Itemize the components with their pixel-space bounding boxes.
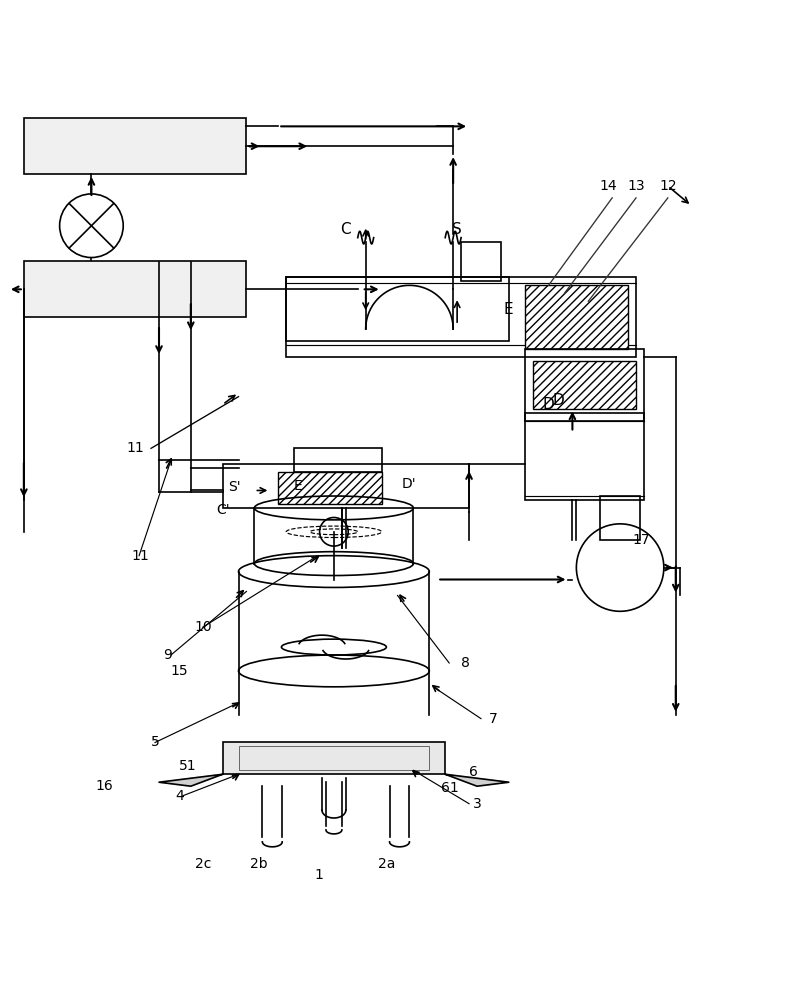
Text: 5: 5 <box>151 735 160 749</box>
Text: 13: 13 <box>627 179 645 193</box>
Text: 1: 1 <box>314 868 323 882</box>
Text: 10: 10 <box>195 620 212 634</box>
Text: C: C <box>340 222 351 237</box>
Text: S': S' <box>228 480 241 494</box>
Text: S: S <box>452 222 462 237</box>
Bar <box>223 464 469 508</box>
Bar <box>525 349 644 420</box>
Bar <box>294 448 382 472</box>
Text: 8: 8 <box>461 656 470 670</box>
Text: 11: 11 <box>131 549 149 563</box>
Text: D: D <box>553 393 564 408</box>
Bar <box>238 746 429 770</box>
Bar <box>286 277 636 357</box>
Text: 12: 12 <box>659 179 677 193</box>
Text: E: E <box>293 479 303 493</box>
Bar <box>525 413 644 500</box>
Text: C': C' <box>215 503 230 517</box>
Bar <box>286 277 509 341</box>
Text: 3: 3 <box>473 797 482 811</box>
Text: 51: 51 <box>179 759 196 773</box>
Text: E: E <box>504 302 514 317</box>
Text: 15: 15 <box>171 664 188 678</box>
Text: D: D <box>543 397 554 412</box>
Bar <box>533 361 636 409</box>
Text: 9: 9 <box>163 648 172 662</box>
Text: 6: 6 <box>469 765 478 779</box>
Text: 61: 61 <box>441 781 459 795</box>
Bar <box>223 742 445 774</box>
Text: 11: 11 <box>126 441 144 455</box>
Text: 4: 4 <box>175 789 184 803</box>
Text: 14: 14 <box>599 179 617 193</box>
Text: 2a: 2a <box>378 857 395 871</box>
Bar <box>600 496 640 540</box>
Text: 17: 17 <box>632 533 650 547</box>
Bar <box>24 261 246 317</box>
Polygon shape <box>159 774 223 786</box>
Polygon shape <box>445 774 509 786</box>
Bar <box>461 242 501 281</box>
Text: D': D' <box>402 477 417 491</box>
Bar <box>525 285 628 349</box>
Text: 2b: 2b <box>250 857 268 871</box>
Bar <box>278 472 382 504</box>
Text: 16: 16 <box>95 779 113 793</box>
Text: 2c: 2c <box>195 857 211 871</box>
Bar <box>24 118 246 174</box>
Text: 7: 7 <box>489 712 498 726</box>
